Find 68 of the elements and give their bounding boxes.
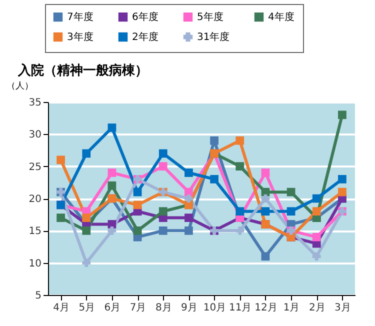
- point: [286, 207, 296, 216]
- point: [158, 162, 168, 171]
- point: [133, 226, 142, 235]
- point: [108, 181, 116, 190]
- point: [236, 207, 244, 216]
- x-tick-label: 10月: [203, 302, 226, 314]
- point: [261, 252, 270, 261]
- legend-label: 3年度: [67, 31, 94, 43]
- point: [338, 188, 346, 196]
- point: [56, 214, 65, 222]
- point: [210, 136, 218, 145]
- point: [82, 149, 91, 158]
- legend-label: 31年度: [197, 31, 230, 43]
- y-tick-label: 25: [28, 162, 42, 173]
- y-axis-title: （人）: [6, 80, 34, 92]
- point: [236, 226, 244, 235]
- point: [133, 200, 142, 210]
- legend-label: 6年度: [132, 11, 158, 24]
- y-tick-label: 15: [28, 226, 42, 238]
- point: [108, 226, 116, 235]
- point: [133, 188, 142, 196]
- point: [82, 258, 91, 268]
- point: [108, 168, 116, 177]
- point: [338, 110, 346, 120]
- point: [312, 194, 321, 203]
- point: [286, 188, 296, 196]
- point: [82, 226, 91, 235]
- x-tick-label: 11月: [229, 302, 252, 314]
- point: [56, 156, 65, 164]
- legend-label: 7年度: [67, 11, 94, 24]
- point: [312, 207, 321, 216]
- point: [338, 175, 346, 184]
- legend-label: 5年度: [197, 11, 224, 24]
- x-tick-label: 12月: [254, 302, 278, 314]
- point: [312, 252, 321, 261]
- point: [184, 226, 193, 235]
- point: [184, 168, 193, 177]
- point: [261, 207, 270, 216]
- y-tick-label: 20: [28, 194, 42, 205]
- point: [82, 214, 91, 222]
- legend-label: 2年度: [132, 31, 158, 43]
- point: [158, 149, 168, 158]
- y-tick-label: 10: [28, 258, 42, 270]
- point: [184, 214, 193, 222]
- x-tick-label: 1月: [283, 302, 300, 314]
- point: [210, 175, 218, 184]
- point: [184, 188, 193, 196]
- x-tick-label: 3月: [334, 302, 351, 314]
- x-tick-label: 5月: [78, 302, 96, 314]
- point: [184, 194, 193, 203]
- x-tick-label: 9月: [181, 302, 198, 314]
- point: [236, 162, 244, 171]
- point: [236, 136, 244, 145]
- x-tick-label: 2月: [308, 302, 326, 314]
- x-tick-label: 6月: [104, 302, 121, 314]
- point: [312, 232, 321, 242]
- x-tick-label: 4月: [53, 302, 70, 314]
- legend-label: 4年度: [268, 11, 294, 24]
- x-tick-label: 8月: [155, 302, 172, 314]
- point: [261, 168, 270, 177]
- point: [158, 207, 168, 216]
- y-tick-label: 30: [28, 130, 42, 141]
- chart-title: 入院（精神一般病棟）: [17, 62, 148, 78]
- point: [108, 124, 116, 132]
- y-tick-label: 5: [35, 290, 42, 302]
- y-tick-label: 35: [28, 98, 42, 108]
- x-tick-label: 7月: [130, 302, 146, 314]
- point: [158, 226, 168, 235]
